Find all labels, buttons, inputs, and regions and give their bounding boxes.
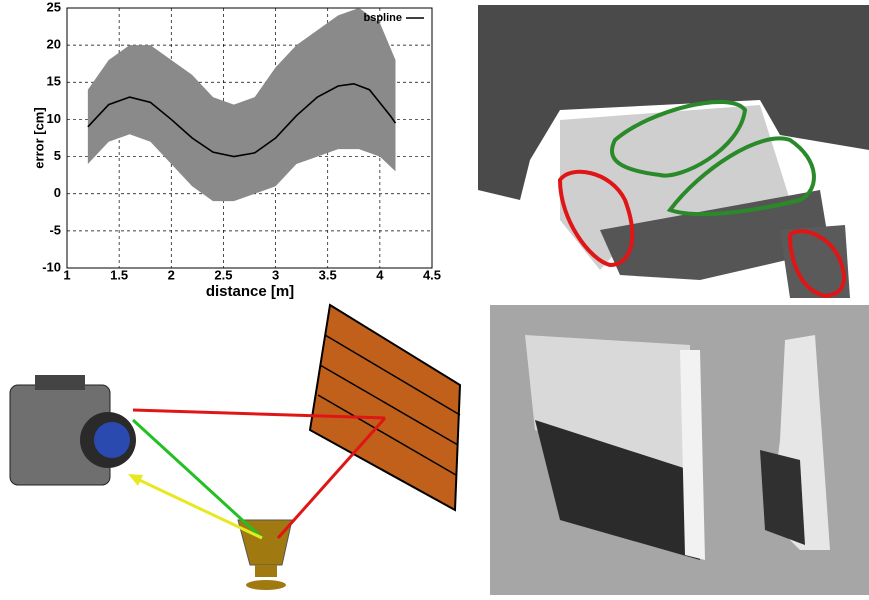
rays (128, 408, 387, 540)
brick-wall (308, 303, 462, 512)
y-tick-label: 25 (47, 0, 61, 14)
point-cloud-top (478, 5, 869, 299)
x-axis-label: distance [m] (206, 283, 294, 300)
x-tick-label: 4 (376, 267, 384, 282)
y-tick-label: 0 (54, 185, 61, 200)
x-tick-label: 3.5 (319, 267, 337, 282)
y-axis-label: error [cm] (31, 107, 46, 168)
x-tick-label: 1.5 (110, 267, 128, 282)
cup (237, 519, 293, 590)
depth-image (490, 305, 869, 595)
legend-label: bspline (363, 12, 402, 24)
y-tick-label: 5 (54, 148, 61, 163)
y-tick-label: -10 (42, 259, 61, 274)
y-tick-label: 10 (47, 111, 61, 126)
x-tick-label: 2 (168, 267, 175, 282)
x-tick-label: 4.5 (423, 267, 441, 282)
diagram (9, 303, 462, 590)
x-tick-label: 1 (63, 267, 70, 282)
line-series (87, 82, 397, 158)
y-tick-label: -5 (49, 222, 61, 237)
y-tick-label: 20 (47, 37, 61, 52)
camera (9, 375, 136, 486)
x-tick-label: 3 (272, 267, 279, 282)
y-tick-label: 15 (47, 74, 61, 89)
x-tick-label: 2.5 (214, 267, 232, 282)
error-spread (87, 8, 396, 202)
